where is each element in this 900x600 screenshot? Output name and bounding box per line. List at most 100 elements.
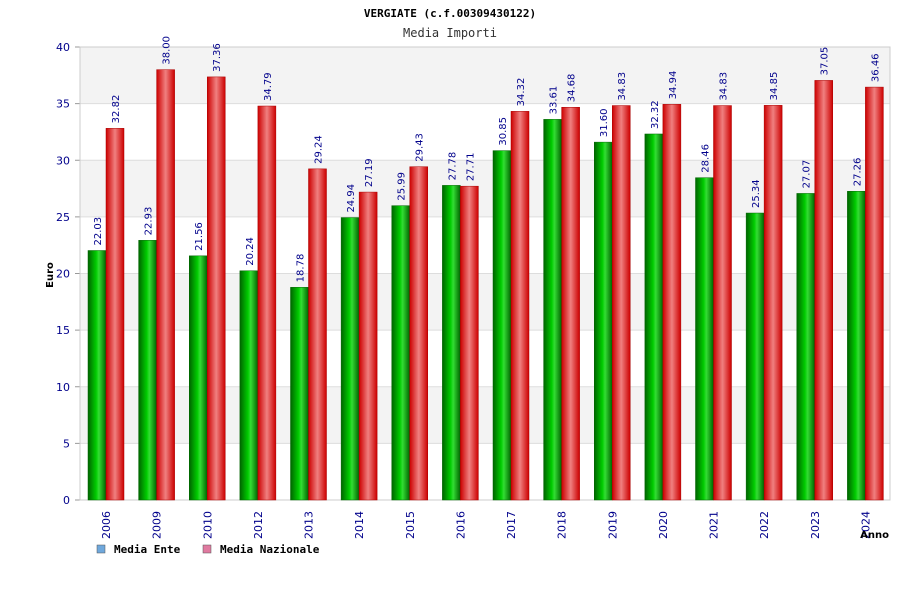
x-tick-label: 2012 — [252, 511, 265, 539]
x-tick-label: 2013 — [303, 511, 316, 539]
data-label: 34.85 — [769, 72, 780, 101]
data-label: 37.36 — [212, 43, 223, 72]
data-label: 32.32 — [650, 100, 661, 129]
legend-swatch — [96, 544, 106, 554]
legend-label: Media Nazionale — [220, 543, 320, 556]
bar-media-ente — [340, 217, 360, 501]
bar-media-ente — [543, 119, 562, 501]
data-label: 25.34 — [751, 179, 762, 208]
data-label: 27.07 — [802, 160, 813, 189]
data-label: 22.93 — [144, 207, 155, 236]
bar-media-nazionale — [713, 105, 732, 501]
plot-frame — [79, 46, 891, 501]
data-label: 27.71 — [465, 153, 476, 182]
data-label: 30.85 — [498, 117, 509, 146]
y-tick-label: 35 — [56, 98, 70, 111]
data-label: 29.43 — [415, 133, 426, 162]
y-tick-label: 30 — [56, 154, 70, 167]
data-label: 25.99 — [397, 172, 408, 201]
bar-media-nazionale — [814, 80, 833, 501]
x-tick-label: 2024 — [859, 511, 872, 539]
y-tick-label: 40 — [56, 41, 70, 54]
y-tick-label: 10 — [56, 381, 70, 394]
bar-media-nazionale — [612, 105, 631, 501]
y-tick-label: 15 — [56, 324, 70, 337]
bar-media-ente — [695, 177, 714, 501]
x-tick-label: 2021 — [708, 511, 721, 539]
x-tick-label: 2023 — [809, 511, 822, 539]
data-label: 34.79 — [263, 72, 274, 101]
data-label: 29.24 — [314, 135, 325, 164]
legend-label: Media Ente — [114, 543, 181, 556]
data-label: 31.60 — [599, 108, 610, 137]
data-label: 34.83 — [719, 72, 730, 101]
data-label: 34.68 — [567, 74, 578, 103]
bar-media-nazionale — [561, 106, 580, 501]
y-tick-label: 5 — [63, 437, 70, 450]
data-label: 38.00 — [162, 36, 173, 65]
x-tick-label: 2022 — [758, 511, 771, 539]
bar-media-nazionale — [409, 166, 428, 501]
x-tick-label: 2010 — [201, 511, 214, 539]
x-tick-label: 2006 — [100, 511, 113, 539]
data-label: 27.26 — [852, 158, 863, 187]
x-tick-label: 2019 — [606, 511, 619, 539]
bar-media-nazionale — [510, 111, 530, 501]
plot-area: 0 5 10 15 20 25 30 35 40 22.03 32.82 2006 22.93 38.00… — [56, 36, 891, 539]
legend: Media Ente Media Nazionale — [96, 543, 320, 556]
data-label: 36.46 — [870, 53, 881, 82]
y-tick-label: 25 — [56, 211, 70, 224]
bar-media-ente — [847, 191, 866, 501]
data-label: 27.19 — [364, 158, 375, 187]
y-axis-label: Euro — [45, 262, 56, 288]
data-label: 28.46 — [701, 144, 712, 173]
bar-media-nazionale — [105, 128, 125, 501]
bar-media-nazionale — [207, 76, 226, 501]
bar-media-ente — [391, 205, 410, 501]
chart-title: VERGIATE (c.f.00309430122) — [364, 7, 536, 20]
bar-media-ente — [594, 141, 613, 501]
bar-media-ente — [189, 255, 208, 501]
bar-media-nazionale — [358, 191, 378, 501]
legend-swatch — [202, 544, 212, 554]
bar-media-nazionale — [865, 86, 884, 501]
data-label: 32.82 — [111, 95, 122, 124]
x-tick-label: 2009 — [151, 511, 164, 539]
x-tick-label: 2017 — [505, 511, 518, 539]
bar-media-ente — [138, 240, 157, 501]
x-tick-label: 2020 — [657, 511, 670, 539]
data-label: 24.94 — [346, 184, 357, 213]
data-label: 27.78 — [447, 152, 458, 181]
bar-media-ente — [239, 270, 259, 501]
data-label: 20.24 — [245, 237, 256, 266]
bar-media-ente — [492, 150, 512, 501]
bar-media-nazionale — [460, 185, 479, 501]
bar-media-ente — [644, 133, 664, 501]
bar-media-nazionale — [257, 105, 277, 501]
data-label: 18.78 — [296, 254, 307, 283]
bar-media-ente — [87, 250, 107, 501]
data-label: 37.05 — [820, 47, 831, 76]
chart-subtitle: Media Importi — [403, 26, 497, 40]
x-tick-label: 2016 — [454, 511, 467, 539]
data-label: 33.61 — [549, 86, 560, 115]
x-tick-label: 2014 — [353, 511, 366, 539]
bar-media-nazionale — [308, 168, 327, 501]
bar-media-nazionale — [662, 104, 682, 501]
x-tick-label: 2015 — [404, 511, 417, 539]
x-axis-label: Anno — [860, 530, 889, 541]
data-label: 21.56 — [194, 222, 205, 251]
y-tick-label: 0 — [63, 494, 70, 507]
bar-media-nazionale — [156, 69, 175, 501]
data-label: 34.94 — [668, 71, 679, 100]
bar-media-ente — [796, 193, 815, 501]
bar-media-ente — [442, 185, 461, 501]
bar-media-nazionale — [763, 105, 783, 501]
x-tick-label: 2018 — [556, 511, 569, 539]
data-label: 22.03 — [93, 217, 104, 246]
data-label: 34.32 — [516, 78, 527, 107]
bar-media-ente — [290, 287, 309, 501]
y-tick-label: 20 — [56, 268, 70, 281]
data-label: 34.83 — [617, 72, 628, 101]
